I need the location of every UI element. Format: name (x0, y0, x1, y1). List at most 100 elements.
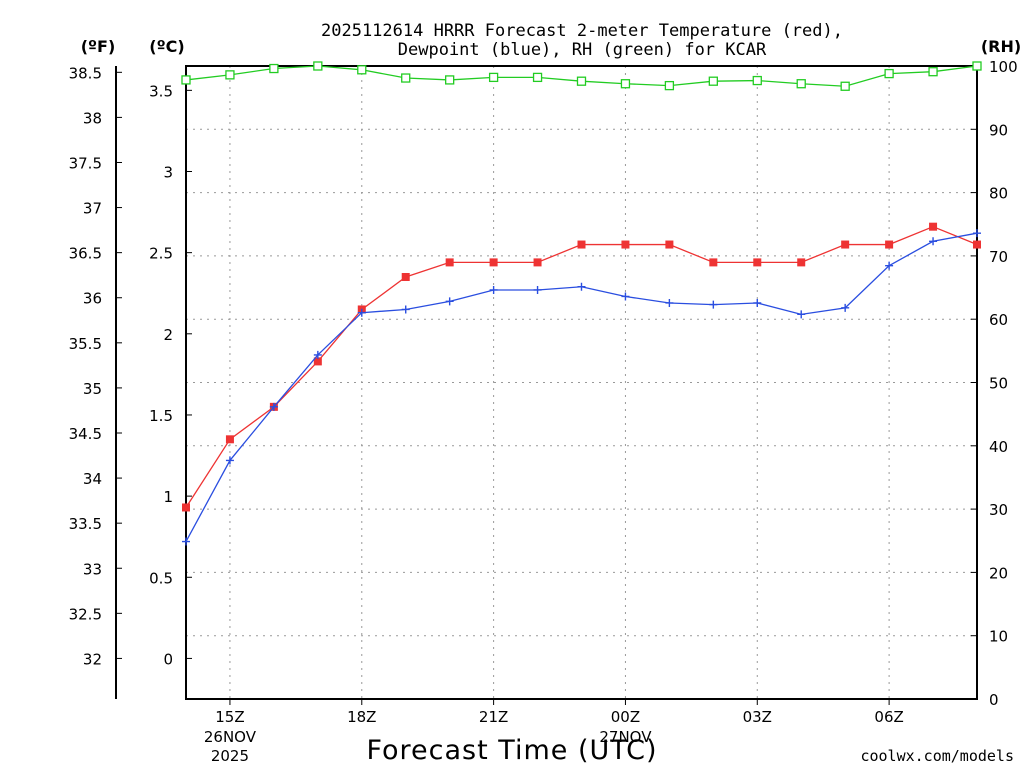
series-dewpoint-point (357, 308, 366, 317)
fahrenheit-tick-label: 38.5 (69, 64, 102, 82)
series-rh-point (664, 80, 675, 91)
series-dewpoint-point (182, 537, 190, 546)
rh-tick-label: 0 (989, 691, 999, 709)
rh-tick-label: 20 (989, 564, 1008, 582)
celsius-tick-label: 0.5 (149, 569, 173, 587)
series-rh-point (752, 75, 762, 86)
celsius-tick-label: 2 (163, 326, 173, 344)
series-rh-point (357, 65, 367, 75)
chart-title-line1: 2025112614 HRRR Forecast 2-meter Tempera… (321, 21, 843, 41)
fahrenheit-tick-label: 37.5 (69, 154, 102, 172)
series-temperature-point (973, 240, 981, 249)
series-temperature-point (797, 258, 806, 267)
fahrenheit-tick-label: 37 (83, 200, 102, 218)
series-rh-point (401, 73, 411, 83)
fahrenheit-tick-label: 34 (83, 470, 102, 488)
series-temperature-point (445, 258, 454, 267)
series-dewpoint-point (709, 300, 718, 309)
series-temperature-point (182, 503, 190, 512)
series-dewpoint-point (313, 350, 322, 359)
series-temperature-line (185, 225, 978, 508)
celsius-axis-label: (ºC) (149, 37, 184, 56)
series-rh-point (928, 67, 938, 77)
series-dewpoint-point (929, 237, 938, 246)
series-dewpoint-point (973, 229, 981, 238)
rh-tick-label: 90 (989, 121, 1008, 139)
series-temperature-point (885, 240, 894, 249)
x-axis-title: Forecast Time (UTC) (366, 735, 657, 766)
fahrenheit-tick-label: 38 (83, 109, 102, 127)
series-temperature-point (489, 258, 498, 267)
series-dewpoint-point (489, 285, 498, 294)
series-rh-point (445, 75, 455, 85)
x-tick-date-label: 26NOV (204, 728, 257, 746)
series-layer (181, 61, 982, 546)
series-dewpoint-point (621, 292, 630, 301)
rh-tick-label: 70 (989, 248, 1008, 266)
series-temperature-point (841, 240, 850, 249)
x-tick-label: 06Z (874, 708, 903, 726)
series-rh-point (708, 76, 718, 86)
celsius-tick-label: 1.5 (149, 407, 173, 425)
rh-tick-label: 100 (989, 58, 1018, 76)
fahrenheit-tick-label: 36.5 (69, 245, 102, 263)
rh-tick-label: 30 (989, 501, 1008, 519)
fahrenheit-tick-label: 35 (83, 380, 102, 398)
series-rh-point (840, 81, 850, 91)
series-rh-point (620, 79, 631, 89)
series-temperature-point (225, 435, 234, 444)
series-temperature-point (621, 240, 630, 249)
fahrenheit-tick-label: 33 (83, 560, 102, 578)
series-rh-point (884, 68, 894, 79)
rh-tick-label: 80 (989, 185, 1008, 203)
series-dewpoint-point (753, 298, 762, 307)
series-dewpoint-point (841, 303, 850, 312)
series-rh-point (488, 72, 499, 83)
x-tick-label: 18Z (347, 708, 376, 726)
fahrenheit-tick-label: 33.5 (69, 515, 102, 533)
fahrenheit-tick-label: 34.5 (69, 425, 102, 443)
x-tick-label: 00Z (611, 708, 640, 726)
series-rh-point (225, 70, 235, 80)
series-dewpoint-point (533, 285, 542, 294)
series-temperature-point (709, 258, 718, 267)
series-rh-point (576, 76, 587, 86)
celsius-tick-label: 3.5 (149, 82, 173, 100)
series-temperature-point (577, 240, 586, 249)
x-tick-label: 15Z (215, 708, 244, 726)
series-temperature-point (313, 357, 322, 366)
fahrenheit-tick-label: 35.5 (69, 335, 102, 353)
series-rh-point (532, 72, 543, 83)
series-rh-point (313, 61, 323, 71)
series-dewpoint-point (445, 297, 454, 306)
rh-tick-label: 10 (989, 628, 1008, 646)
rh-tick-label: 60 (989, 311, 1008, 329)
series-rh-point (269, 63, 279, 74)
gridlines (186, 66, 977, 699)
fahrenheit-tick-label: 32.5 (69, 605, 102, 623)
fahrenheit-axis-label: (ºF) (81, 37, 116, 56)
series-dewpoint-point (225, 456, 234, 465)
celsius-tick-label: 0 (163, 650, 173, 668)
series-dewpoint-point (269, 402, 278, 411)
rh-tick-label: 40 (989, 438, 1008, 456)
celsius-tick-label: 1 (163, 488, 173, 506)
rh-tick-label: 50 (989, 375, 1008, 393)
series-rh-point (972, 61, 982, 71)
series-rh-point (181, 75, 191, 85)
celsius-tick-label: 2.5 (149, 245, 173, 263)
series-dewpoint-point (797, 310, 806, 319)
series-dewpoint-point (665, 298, 674, 307)
series-dewpoint-point (885, 261, 894, 270)
series-rh-point (796, 79, 806, 89)
series-temperature-point (929, 222, 938, 231)
credit-text: coolwx.com/models (860, 747, 1014, 765)
series-dewpoint-point (401, 305, 410, 314)
series-temperature-point (753, 258, 762, 267)
x-tick-label: 03Z (743, 708, 772, 726)
series-temperature-point (665, 240, 674, 249)
axes: 3232.53333.53434.53535.53636.53737.53838… (69, 58, 1018, 765)
x-tick-year-label: 2025 (211, 747, 249, 765)
x-tick-label: 21Z (479, 708, 508, 726)
series-temperature-point (533, 258, 542, 267)
